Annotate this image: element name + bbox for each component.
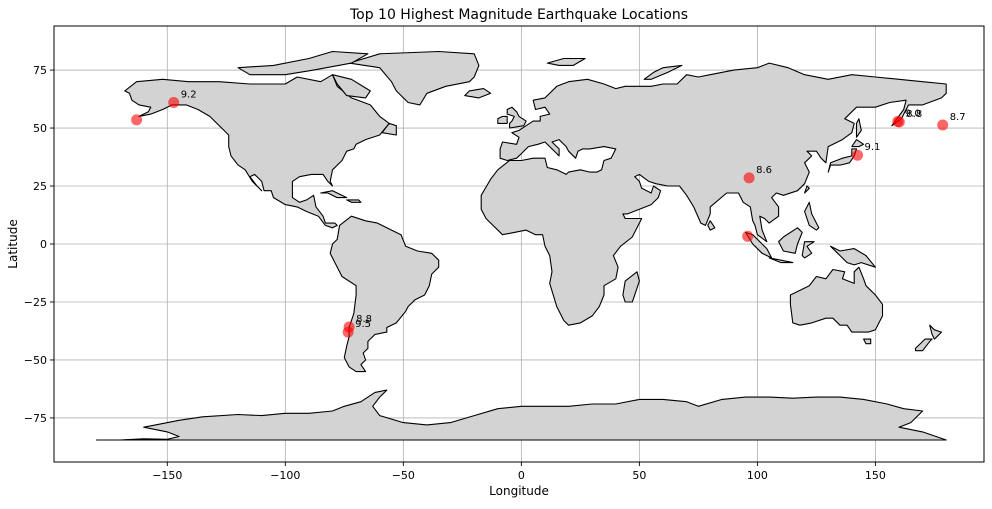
uk-landmass bbox=[506, 106, 527, 129]
magnitude-label: 8.8 bbox=[906, 109, 922, 120]
world-map bbox=[95, 50, 947, 441]
y-tick-label: 25 bbox=[33, 180, 47, 193]
iceland-landmass bbox=[464, 88, 492, 99]
antarctica-landmass bbox=[95, 389, 947, 441]
magnitude-label: 9.0 bbox=[905, 109, 921, 120]
magnitude-label: 8.6 bbox=[756, 165, 772, 176]
new-zealand-south-landmass bbox=[914, 338, 933, 352]
earthquake-markers bbox=[131, 97, 949, 338]
x-axis-label: Longitude bbox=[489, 484, 549, 498]
chart-title: Top 10 Highest Magnitude Earthquake Loca… bbox=[349, 7, 688, 23]
x-tick-label: 150 bbox=[865, 469, 886, 482]
newfoundland-landmass bbox=[381, 122, 397, 136]
baffin-island-landmass bbox=[331, 74, 371, 99]
borneo-landmass bbox=[778, 227, 803, 254]
tasmania-landmass bbox=[863, 338, 872, 345]
australia-landmass bbox=[789, 266, 884, 333]
x-tick-label: −150 bbox=[152, 469, 182, 482]
south-america-landmass bbox=[329, 215, 440, 373]
earthquake-point bbox=[342, 326, 354, 338]
magnitude-label: 8.8 bbox=[356, 314, 372, 325]
new-guinea-landmass bbox=[830, 245, 876, 268]
y-tick-label: 0 bbox=[40, 238, 47, 251]
y-tick-label: 75 bbox=[33, 64, 47, 77]
africa-eurasia-landmass bbox=[480, 62, 947, 326]
magnitude-label: 9.5 bbox=[355, 319, 371, 330]
earthquake-point bbox=[168, 97, 180, 108]
magnitude-label: 9.1 bbox=[865, 142, 881, 153]
y-tick-label: 50 bbox=[33, 122, 47, 135]
hispaniola-landmass bbox=[346, 199, 362, 203]
earthquake-point bbox=[131, 114, 143, 126]
cuba-landmass bbox=[320, 190, 348, 199]
north-america-landmass bbox=[124, 74, 390, 229]
x-tick-label: −50 bbox=[392, 469, 415, 482]
x-tick-label: −100 bbox=[270, 469, 300, 482]
svalbard-landmass bbox=[546, 57, 586, 66]
y-axis-label: Latitude bbox=[6, 219, 20, 268]
sakhalin-landmass bbox=[855, 118, 862, 138]
magnitude-label: 8.7 bbox=[950, 112, 966, 123]
ireland-landmass bbox=[497, 115, 508, 124]
x-tick-label: 50 bbox=[632, 469, 646, 482]
y-axis-ticks: −75 −50 −25 0 25 50 75 bbox=[24, 64, 54, 425]
magnitude-label: 9.2 bbox=[181, 90, 197, 101]
earthquake-point bbox=[742, 230, 754, 242]
novaya-zemlya-landmass bbox=[643, 64, 683, 80]
hokkaido-landmass bbox=[851, 139, 865, 148]
java-landmass bbox=[768, 257, 794, 264]
greenland-landmass bbox=[348, 50, 480, 106]
x-axis-ticks: −150 −100 −50 0 50 100 150 bbox=[152, 462, 886, 482]
japan-landmass bbox=[827, 148, 858, 173]
earthquake-point bbox=[743, 172, 755, 184]
arctic-islands-landmass bbox=[237, 50, 369, 76]
new-zealand-north-landmass bbox=[929, 324, 943, 340]
x-tick-label: 0 bbox=[518, 469, 525, 482]
y-tick-label: −50 bbox=[24, 354, 47, 367]
y-tick-label: −25 bbox=[24, 296, 47, 309]
madagascar-landmass bbox=[622, 271, 640, 303]
x-tick-label: 100 bbox=[747, 469, 768, 482]
earthquake-point bbox=[937, 119, 949, 131]
y-tick-label: −75 bbox=[24, 412, 47, 425]
sulawesi-landmass bbox=[801, 241, 815, 259]
taiwan-landmass bbox=[804, 185, 810, 194]
earthquake-point bbox=[893, 116, 905, 128]
magnitude-labels: 9.28.89.58.69.19.08.8 8.7 bbox=[181, 90, 966, 331]
sri-lanka-landmass bbox=[707, 220, 716, 231]
philippines-landmass bbox=[804, 201, 820, 231]
earthquake-point bbox=[852, 149, 863, 161]
